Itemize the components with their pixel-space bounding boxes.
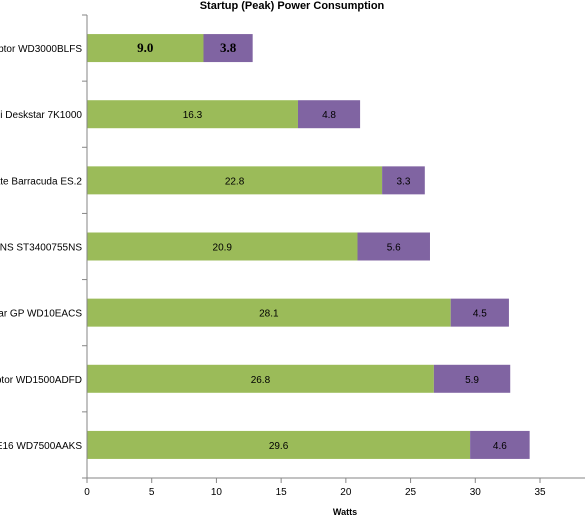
category-label: E16 WD7500AAKS [0, 441, 82, 452]
x-tick-label: 0 [84, 487, 90, 498]
bar-segment [450, 298, 509, 327]
data-label: 20.9 [213, 243, 233, 254]
data-label: 5.6 [387, 243, 401, 254]
x-axis: 0 5 10 15 20 25 30 35 [82, 14, 585, 498]
bar-segment [382, 166, 425, 195]
bar-segment [433, 364, 511, 393]
category-label: ate Barracuda ES.2 [0, 176, 82, 187]
data-label: 4.6 [493, 441, 507, 452]
bar-segment [357, 232, 430, 261]
x-axis-title: Watts [333, 507, 357, 515]
category-label: ptor WD3000BLFS [0, 44, 82, 55]
chart-title: Startup (Peak) Power Consumption [200, 0, 385, 12]
bar-segment [203, 34, 253, 63]
data-label: 16.3 [183, 110, 203, 121]
data-label: 29.6 [269, 441, 289, 452]
x-tick-label: 10 [211, 487, 223, 498]
bar-segment [297, 100, 361, 129]
data-label: 3.3 [396, 176, 410, 187]
data-label: 3.8 [220, 40, 237, 55]
x-tick-label: 5 [149, 487, 155, 498]
category-label: NS ST3400755NS [0, 243, 82, 254]
category-labels: ptor WD3000BLFS ni Deskstar 7K1000 ate Bar… [0, 44, 82, 452]
x-tick-label: 20 [340, 487, 352, 498]
data-label: 22.8 [225, 176, 245, 187]
data-label: 9.0 [137, 40, 153, 55]
x-tick-label: 35 [534, 487, 546, 498]
x-tick-label: 30 [470, 487, 482, 498]
bar-segment [87, 100, 298, 129]
bar-segment [87, 298, 451, 327]
x-tick-label: 15 [276, 487, 288, 498]
data-label: 5.9 [465, 375, 479, 386]
data-label: 4.8 [322, 110, 336, 121]
category-label: ptor WD1500ADFD [0, 375, 82, 386]
bar-segment [87, 166, 383, 195]
category-label: ar GP WD10EACS [0, 309, 82, 320]
data-label: 4.5 [473, 309, 487, 320]
category-label: ni Deskstar 7K1000 [0, 110, 82, 121]
bars-group: 9.0 3.8 16.3 4.8 22.8 3.3 20.9 5.6 28.1 4.5 26.8 5.… [87, 34, 530, 459]
x-tick-label: 25 [405, 487, 417, 498]
bar-segment [87, 34, 204, 63]
data-label: 28.1 [259, 309, 279, 320]
bar-segment [87, 364, 434, 393]
bar-segment [87, 232, 358, 261]
data-label: 26.8 [251, 375, 271, 386]
bar-segment [470, 430, 530, 459]
bar-segment [87, 430, 471, 459]
